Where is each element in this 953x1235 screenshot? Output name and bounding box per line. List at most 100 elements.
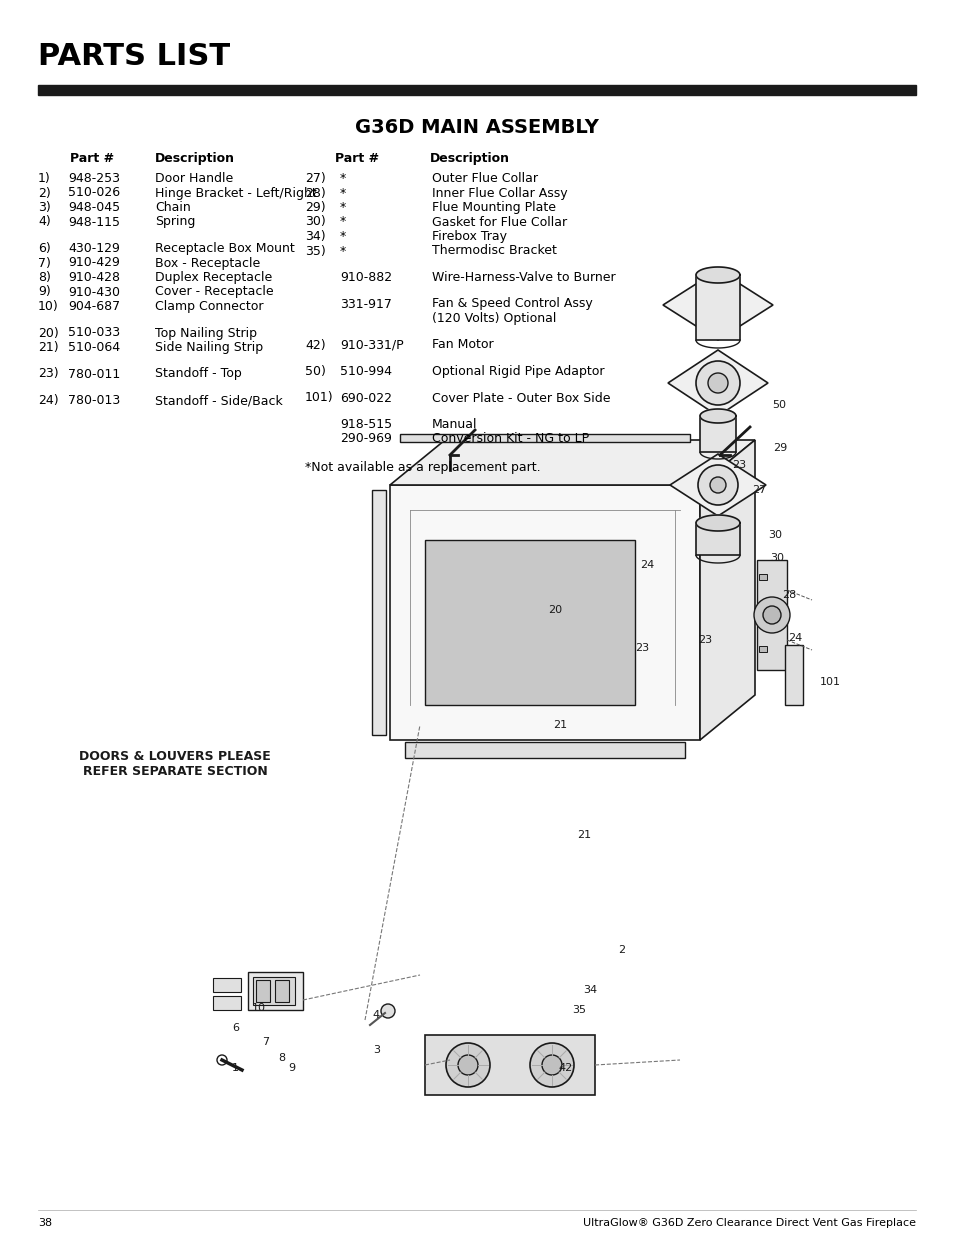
Text: 30: 30	[769, 553, 783, 563]
Text: Conversion Kit - NG to LP: Conversion Kit - NG to LP	[432, 432, 589, 446]
Text: 948-045: 948-045	[68, 201, 120, 214]
Bar	[248, 972, 303, 1010]
Circle shape	[698, 466, 738, 505]
Text: 7: 7	[262, 1037, 269, 1047]
Text: *Not available as a replacement part.: *Not available as a replacement part.	[305, 461, 540, 474]
Text: Fan & Speed Control Assy: Fan & Speed Control Assy	[432, 298, 592, 310]
Text: 24: 24	[639, 559, 654, 571]
Text: 9): 9)	[38, 285, 51, 299]
Bar	[213, 995, 241, 1010]
Text: 42): 42)	[305, 338, 325, 352]
Text: DOORS & LOUVERS PLEASE
REFER SEPARATE SECTION: DOORS & LOUVERS PLEASE REFER SEPARATE SE…	[79, 750, 271, 778]
Bar	[253, 977, 294, 1005]
Text: 27): 27)	[305, 172, 325, 185]
Text: 2): 2)	[38, 186, 51, 200]
Text: Gasket for Flue Collar: Gasket for Flue Collar	[432, 215, 566, 228]
Circle shape	[762, 606, 781, 624]
Text: Standoff - Side/Back: Standoff - Side/Back	[154, 394, 282, 408]
Text: Description: Description	[154, 152, 234, 165]
Bar	[372, 490, 386, 735]
Text: 331-917: 331-917	[339, 298, 392, 310]
Text: Firebox Tray: Firebox Tray	[432, 230, 506, 243]
Polygon shape	[390, 440, 754, 485]
Text: 4: 4	[372, 1010, 378, 1020]
Bar	[38, 85, 915, 95]
Text: 1: 1	[232, 1063, 239, 1073]
Text: Chain: Chain	[154, 201, 191, 214]
Polygon shape	[696, 267, 740, 283]
Text: 35): 35)	[305, 245, 325, 258]
Text: 510-026: 510-026	[68, 186, 120, 200]
Bar	[390, 485, 700, 740]
Text: 21: 21	[553, 720, 566, 730]
Text: 690-022: 690-022	[339, 391, 392, 405]
Text: 290-969: 290-969	[339, 432, 392, 446]
Text: 904-687: 904-687	[68, 300, 120, 312]
Text: 4): 4)	[38, 215, 51, 228]
Text: 8: 8	[277, 1053, 285, 1063]
Text: 918-515: 918-515	[339, 417, 392, 431]
Text: *: *	[339, 230, 346, 243]
Circle shape	[530, 1044, 574, 1087]
Text: 780-011: 780-011	[68, 368, 120, 380]
Text: 23: 23	[698, 635, 711, 645]
Text: Flue Mounting Plate: Flue Mounting Plate	[432, 201, 556, 214]
Circle shape	[457, 1055, 477, 1074]
Bar	[213, 978, 241, 992]
Text: PARTS LIST: PARTS LIST	[38, 42, 230, 70]
Text: 910-429: 910-429	[68, 257, 120, 269]
Text: 3): 3)	[38, 201, 51, 214]
Text: 780-013: 780-013	[68, 394, 120, 408]
Bar	[274, 981, 289, 1002]
Text: 34: 34	[582, 986, 597, 995]
Text: 24): 24)	[38, 394, 58, 408]
Bar	[405, 742, 684, 758]
Text: 6): 6)	[38, 242, 51, 254]
Text: 34): 34)	[305, 230, 325, 243]
Text: (120 Volts) Optional: (120 Volts) Optional	[432, 312, 556, 325]
Text: 27: 27	[751, 485, 765, 495]
Text: 29: 29	[772, 443, 786, 453]
Bar	[424, 1035, 595, 1095]
Text: 42: 42	[558, 1063, 572, 1073]
Bar	[784, 645, 802, 705]
Bar	[696, 522, 740, 555]
Text: 101: 101	[820, 677, 841, 687]
Text: 38: 38	[38, 1218, 52, 1228]
Text: 21: 21	[577, 830, 591, 840]
Text: 510-064: 510-064	[68, 341, 120, 354]
Bar	[759, 646, 766, 652]
Bar	[696, 275, 740, 340]
Bar	[255, 981, 270, 1002]
Text: *: *	[339, 201, 346, 214]
Text: 24: 24	[787, 634, 801, 643]
Text: 30): 30)	[305, 215, 325, 228]
Polygon shape	[700, 409, 735, 424]
Text: Spring: Spring	[154, 215, 195, 228]
Text: Hinge Bracket - Left/Right: Hinge Bracket - Left/Right	[154, 186, 316, 200]
Text: 910-430: 910-430	[68, 285, 120, 299]
Text: G36D MAIN ASSEMBLY: G36D MAIN ASSEMBLY	[355, 119, 598, 137]
Text: 910-882: 910-882	[339, 270, 392, 284]
Circle shape	[696, 361, 740, 405]
Text: 30: 30	[767, 530, 781, 540]
Text: 910-428: 910-428	[68, 270, 120, 284]
Text: 948-115: 948-115	[68, 215, 120, 228]
Text: 21): 21)	[38, 341, 58, 354]
Bar	[757, 559, 786, 671]
Text: 29): 29)	[305, 201, 325, 214]
Text: *: *	[339, 172, 346, 185]
Text: 510-994: 510-994	[339, 366, 392, 378]
Text: 50: 50	[771, 400, 785, 410]
Circle shape	[216, 1055, 227, 1065]
Text: 510-033: 510-033	[68, 326, 120, 340]
Text: 7): 7)	[38, 257, 51, 269]
Text: Clamp Connector: Clamp Connector	[154, 300, 263, 312]
Circle shape	[709, 477, 725, 493]
Text: 28: 28	[781, 590, 796, 600]
Text: 35: 35	[572, 1005, 585, 1015]
Polygon shape	[696, 515, 740, 531]
Text: UltraGlow® G36D Zero Clearance Direct Vent Gas Fireplace: UltraGlow® G36D Zero Clearance Direct Ve…	[582, 1218, 915, 1228]
Text: 8): 8)	[38, 270, 51, 284]
Text: 6: 6	[232, 1023, 239, 1032]
